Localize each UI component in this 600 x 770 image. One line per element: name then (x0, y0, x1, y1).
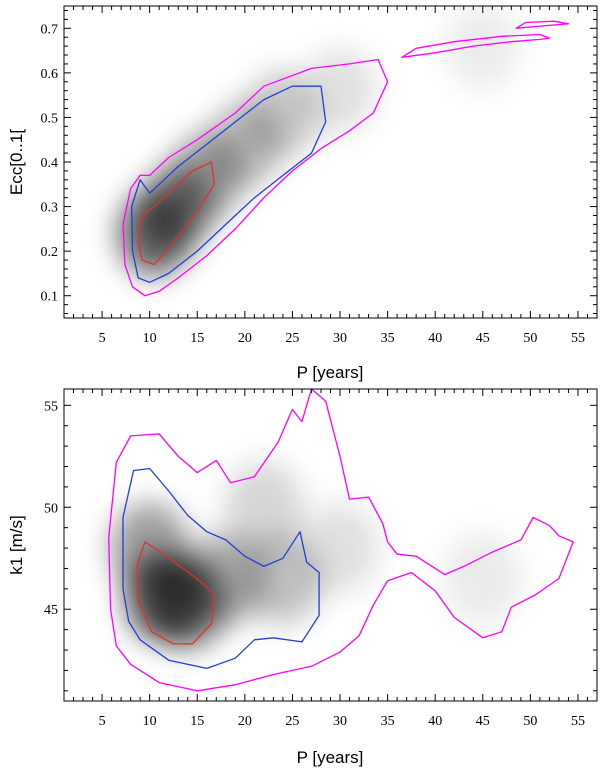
middle-contour (130, 85, 327, 283)
x-tick-label: 45 (476, 714, 490, 729)
y-tick-label: 0.4 (41, 156, 59, 171)
x-tick-label: 15 (190, 331, 204, 346)
x-tick-label: 45 (476, 331, 490, 346)
y-tick-label: 55 (44, 399, 58, 414)
panel-ecc-vs-period: P [years] Ecc[0..1[ 5 10 15 20 25 30 35 40 45 50 5… (7, 5, 598, 382)
x-tick-label: 35 (381, 714, 395, 729)
x-tick-label: 40 (428, 331, 442, 346)
x-tick-label: 55 (571, 331, 585, 346)
y-tick-label: 0.3 (41, 201, 59, 216)
x-tick-label: 50 (523, 714, 537, 729)
y-axis-label: k1 [m/s] (7, 515, 26, 575)
x-axis-label: P [years] (297, 363, 364, 382)
density-blob (186, 532, 266, 625)
density-blob (443, 532, 523, 625)
x-tick-label: 20 (238, 714, 252, 729)
x-tick-label: 25 (285, 331, 299, 346)
density-blob (110, 502, 190, 594)
y-tick-label: 0.6 (41, 67, 59, 82)
y-tick-label: 0.7 (41, 22, 59, 37)
outer-contour (122, 58, 389, 297)
panel-k1-vs-period: P [years] k1 [m/s] 5 10 15 20 25 30 35 40 45 50 55… (7, 388, 598, 767)
x-tick-label: 20 (238, 331, 252, 346)
density-field (110, 461, 523, 649)
density-blob (246, 70, 320, 156)
outer-contour (515, 20, 570, 29)
x-axis-label: P [years] (297, 748, 364, 767)
density-blob (446, 6, 520, 89)
outer-contour (108, 388, 574, 692)
x-tick-label: 10 (143, 331, 157, 346)
x-tick-label: 10 (143, 714, 157, 729)
x-tick-label: 50 (523, 331, 537, 346)
density-blob (224, 461, 304, 553)
x-tick-label: 5 (99, 331, 106, 346)
density-blob (303, 47, 377, 134)
x-tick-label: 55 (571, 714, 585, 729)
x-tick-label: 15 (190, 714, 204, 729)
x-tick-label: 35 (381, 331, 395, 346)
x-tick-label: 30 (333, 714, 347, 729)
density-blob (300, 502, 380, 594)
y-tick-label: 45 (44, 603, 58, 618)
x-tick-label: 25 (285, 714, 299, 729)
outer-contour (401, 33, 551, 58)
middle-contour (122, 467, 320, 670)
inner-contour (136, 541, 216, 645)
density-field (117, 6, 520, 277)
y-tick-label: 0.5 (41, 111, 59, 126)
y-tick-label: 0.2 (41, 245, 59, 260)
x-tick-label: 30 (333, 331, 347, 346)
y-tick-label: 0.1 (41, 290, 59, 305)
inner-contour (137, 161, 216, 266)
y-axis-label: Ecc[0..1[ (7, 129, 26, 195)
x-tick-label: 40 (428, 714, 442, 729)
x-tick-label: 5 (99, 714, 106, 729)
y-tick-label: 50 (44, 501, 58, 516)
